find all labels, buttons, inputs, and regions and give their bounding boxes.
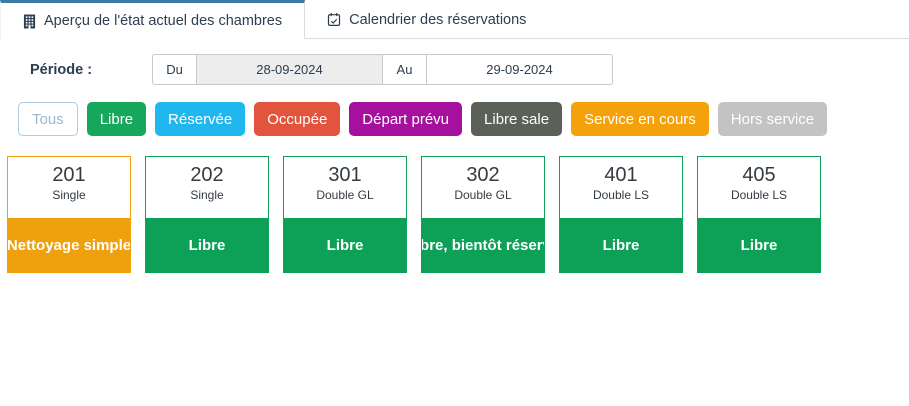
room-card-header: 405 Double LS <box>698 157 820 218</box>
room-type: Double GL <box>316 188 374 202</box>
room-card-grid: 201 Single Nettoyage simple 202 Single L… <box>7 156 909 273</box>
filter-libre-sale-button[interactable]: Libre sale <box>471 102 563 136</box>
room-status-badge: Libre <box>560 218 682 272</box>
room-status-badge: Libre, bientôt réservé <box>422 218 544 272</box>
room-card-header: 201 Single <box>8 157 130 218</box>
room-card-header: 301 Double GL <box>284 157 406 218</box>
filter-libre-button[interactable]: Libre <box>86 102 147 136</box>
tab-label: Calendrier des réservations <box>349 11 527 28</box>
room-number: 302 <box>466 164 500 186</box>
tab-label: Aperçu de l'état actuel des chambres <box>44 13 283 29</box>
period-label: Période : <box>30 61 93 78</box>
room-number: 202 <box>190 164 224 186</box>
room-card-header: 401 Double LS <box>560 157 682 218</box>
period-row: Période : Du Au <box>30 54 909 85</box>
building-icon <box>23 14 36 29</box>
date-to-addon: Au <box>382 54 427 85</box>
room-card-405[interactable]: 405 Double LS Libre <box>697 156 821 273</box>
room-type: Single <box>190 188 224 202</box>
room-status-badge: Libre <box>146 218 268 272</box>
room-type: Double LS <box>592 188 650 202</box>
date-from-input[interactable] <box>196 54 383 85</box>
tab-room-status-overview[interactable]: Aperçu de l'état actuel des chambres <box>0 0 306 39</box>
tab-reservations-calendar[interactable]: Calendrier des réservations <box>305 0 548 39</box>
date-to-input[interactable] <box>426 54 613 85</box>
status-filter-bar: Tous Libre Réservée Occupée Départ prévu… <box>18 102 909 136</box>
room-status-badge: Nettoyage simple <box>8 218 130 272</box>
room-card-401[interactable]: 401 Double LS Libre <box>559 156 683 273</box>
room-card-201[interactable]: 201 Single Nettoyage simple <box>7 156 131 273</box>
filter-depart-prevu-button[interactable]: Départ prévu <box>349 102 463 136</box>
filter-occupee-button[interactable]: Occupée <box>254 102 341 136</box>
room-type: Double LS <box>730 188 788 202</box>
room-status-badge: Libre <box>698 218 820 272</box>
room-number: 401 <box>604 164 638 186</box>
room-card-302[interactable]: 302 Double GL Libre, bientôt réservé <box>421 156 545 273</box>
room-card-header: 202 Single <box>146 157 268 218</box>
room-number: 201 <box>52 164 86 186</box>
room-status-badge: Libre <box>284 218 406 272</box>
tab-bar: Aperçu de l'état actuel des chambres Cal… <box>0 0 909 39</box>
room-number: 405 <box>742 164 776 186</box>
date-range-group: Du Au <box>152 54 613 85</box>
filter-reservee-button[interactable]: Réservée <box>155 102 246 136</box>
room-type: Double GL <box>454 188 512 202</box>
room-number: 301 <box>328 164 362 186</box>
room-card-202[interactable]: 202 Single Libre <box>145 156 269 273</box>
room-card-header: 302 Double GL <box>422 157 544 218</box>
filter-hors-service-button[interactable]: Hors service <box>717 102 828 136</box>
filter-tous-button[interactable]: Tous <box>18 102 78 136</box>
calendar-check-icon <box>327 12 341 27</box>
date-from-addon: Du <box>152 54 197 85</box>
room-card-301[interactable]: 301 Double GL Libre <box>283 156 407 273</box>
filter-service-en-cours-button[interactable]: Service en cours <box>571 102 709 136</box>
room-type: Single <box>52 188 86 202</box>
